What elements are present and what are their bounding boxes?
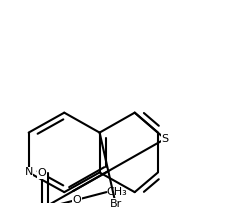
Text: O: O: [72, 195, 81, 205]
Text: S: S: [162, 134, 169, 144]
Text: N: N: [24, 167, 33, 177]
Text: Br: Br: [109, 199, 122, 209]
Text: CH₃: CH₃: [106, 187, 127, 197]
Text: O: O: [37, 168, 46, 178]
